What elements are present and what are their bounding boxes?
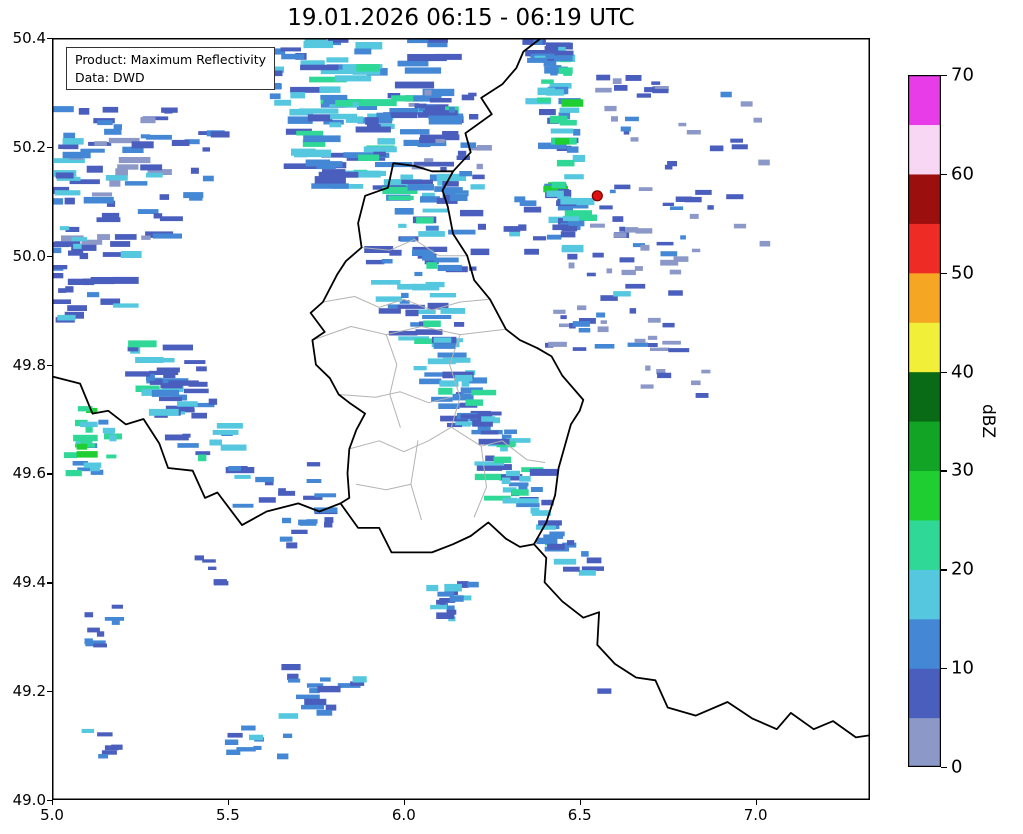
colorbar-tick-mark (941, 569, 947, 571)
map-plot: Product: Maximum Reflectivity Data: DWD (52, 38, 870, 800)
y-tick-mark (47, 691, 52, 693)
x-tick-label: 5.5 (215, 806, 240, 824)
y-tick-mark (47, 800, 52, 802)
radar-map-canvas (52, 38, 870, 800)
y-tick-label: 49.0 (12, 791, 46, 809)
y-tick-label: 49.4 (12, 573, 46, 592)
x-tick-mark (579, 800, 582, 805)
info-box: Product: Maximum Reflectivity Data: DWD (66, 47, 276, 90)
colorbar-tick-mark (941, 767, 947, 769)
colorbar-tick-label: 60 (951, 163, 974, 185)
y-tick-mark (47, 255, 52, 257)
figure-title: 19.01.2026 06:15 - 06:19 UTC (287, 5, 635, 31)
echo-layer (52, 38, 771, 760)
colorbar-tick-label: 50 (951, 262, 974, 284)
y-tick-label: 50.2 (12, 137, 46, 156)
y-tick-label: 50.4 (12, 29, 46, 47)
country-borders-layer (52, 38, 870, 739)
colorbar-label: dBZ (978, 403, 998, 439)
colorbar-tick-mark (941, 173, 947, 176)
colorbar-tick-label: 0 (951, 756, 963, 778)
colorbar-tick-label: 20 (951, 558, 974, 580)
x-tick-mark (52, 800, 54, 805)
colorbar (908, 75, 941, 768)
y-tick-label: 49.8 (12, 355, 46, 374)
x-tick-mark (227, 800, 230, 805)
colorbar-tick-label: 30 (951, 459, 974, 481)
info-box-source: Data: DWD (75, 69, 145, 85)
y-tick-mark (47, 38, 52, 40)
x-tick-label: 6.0 (391, 806, 416, 824)
y-tick-mark (47, 582, 52, 584)
x-tick-mark (755, 800, 757, 805)
colorbar-tick-mark (941, 668, 947, 670)
y-tick-mark (47, 364, 52, 366)
colorbar-tick-mark (941, 272, 947, 274)
red-location-marker (591, 190, 603, 202)
x-tick-label: 5.0 (40, 806, 64, 824)
y-tick-label: 50.0 (12, 246, 46, 265)
colorbar-canvas (908, 75, 941, 768)
x-tick-mark (403, 800, 406, 805)
colorbar-tick-label: 70 (951, 64, 974, 86)
colorbar-tick-mark (941, 75, 947, 77)
x-tick-label: 6.5 (567, 806, 592, 824)
admin-borders-layer (311, 238, 546, 521)
colorbar-tick-label: 40 (951, 361, 974, 383)
y-tick-mark (47, 146, 52, 149)
colorbar-tick-mark (941, 470, 947, 472)
colorbar-tick-mark (941, 371, 947, 373)
info-box-product: Product: Maximum Reflectivity (75, 52, 267, 67)
x-tick-label: 7.0 (743, 806, 768, 824)
y-tick-mark (47, 473, 52, 475)
y-tick-label: 49.2 (12, 682, 46, 701)
colorbar-tick-label: 10 (951, 657, 974, 679)
y-tick-label: 49.6 (12, 464, 46, 483)
